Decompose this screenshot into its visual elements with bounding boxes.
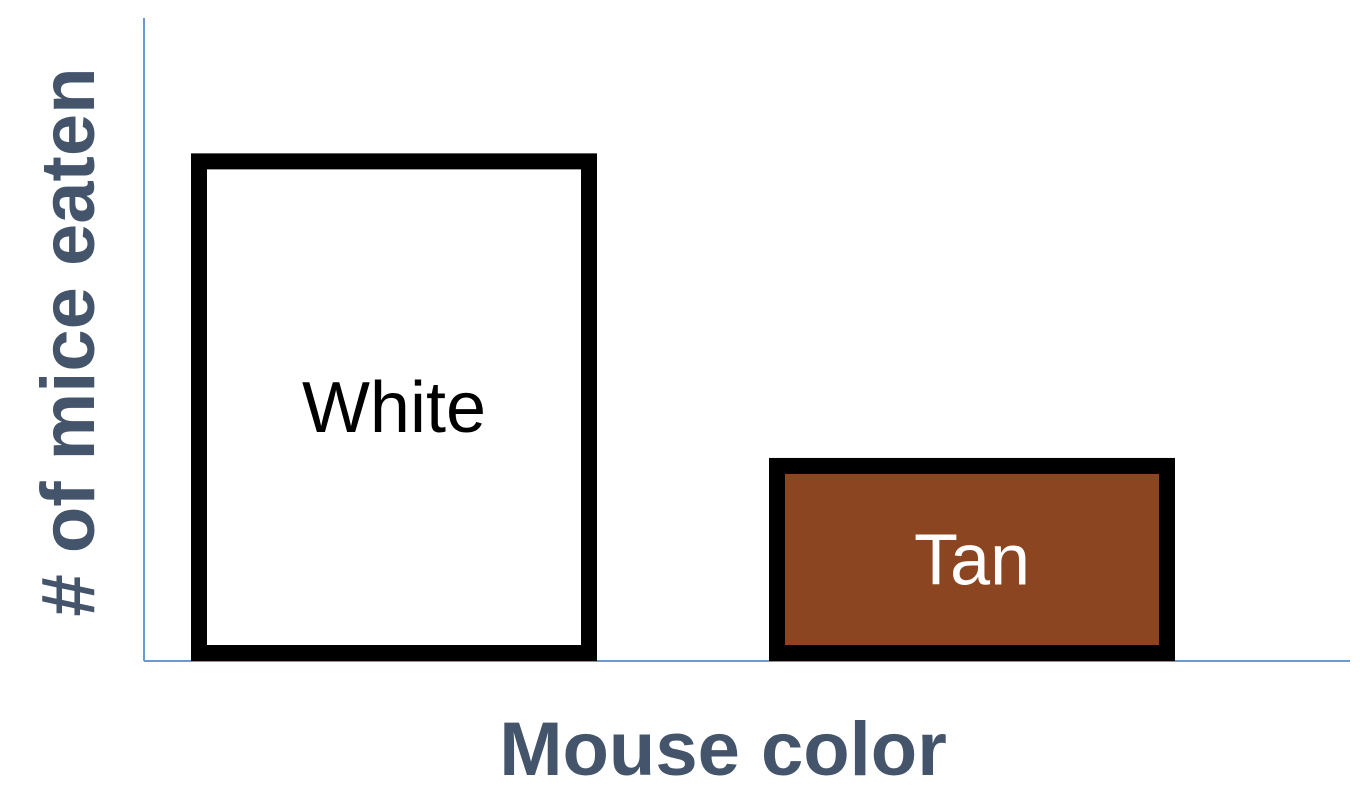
bar-label-white: White bbox=[302, 368, 486, 448]
y-axis-title: # of mice eaten bbox=[26, 67, 111, 616]
bar-label-tan: Tan bbox=[914, 520, 1030, 600]
bar-tan bbox=[769, 457, 1175, 661]
bar-group: White Tan bbox=[191, 153, 1175, 662]
x-axis-title: Mouse color bbox=[499, 707, 947, 792]
bar-white bbox=[191, 153, 597, 662]
